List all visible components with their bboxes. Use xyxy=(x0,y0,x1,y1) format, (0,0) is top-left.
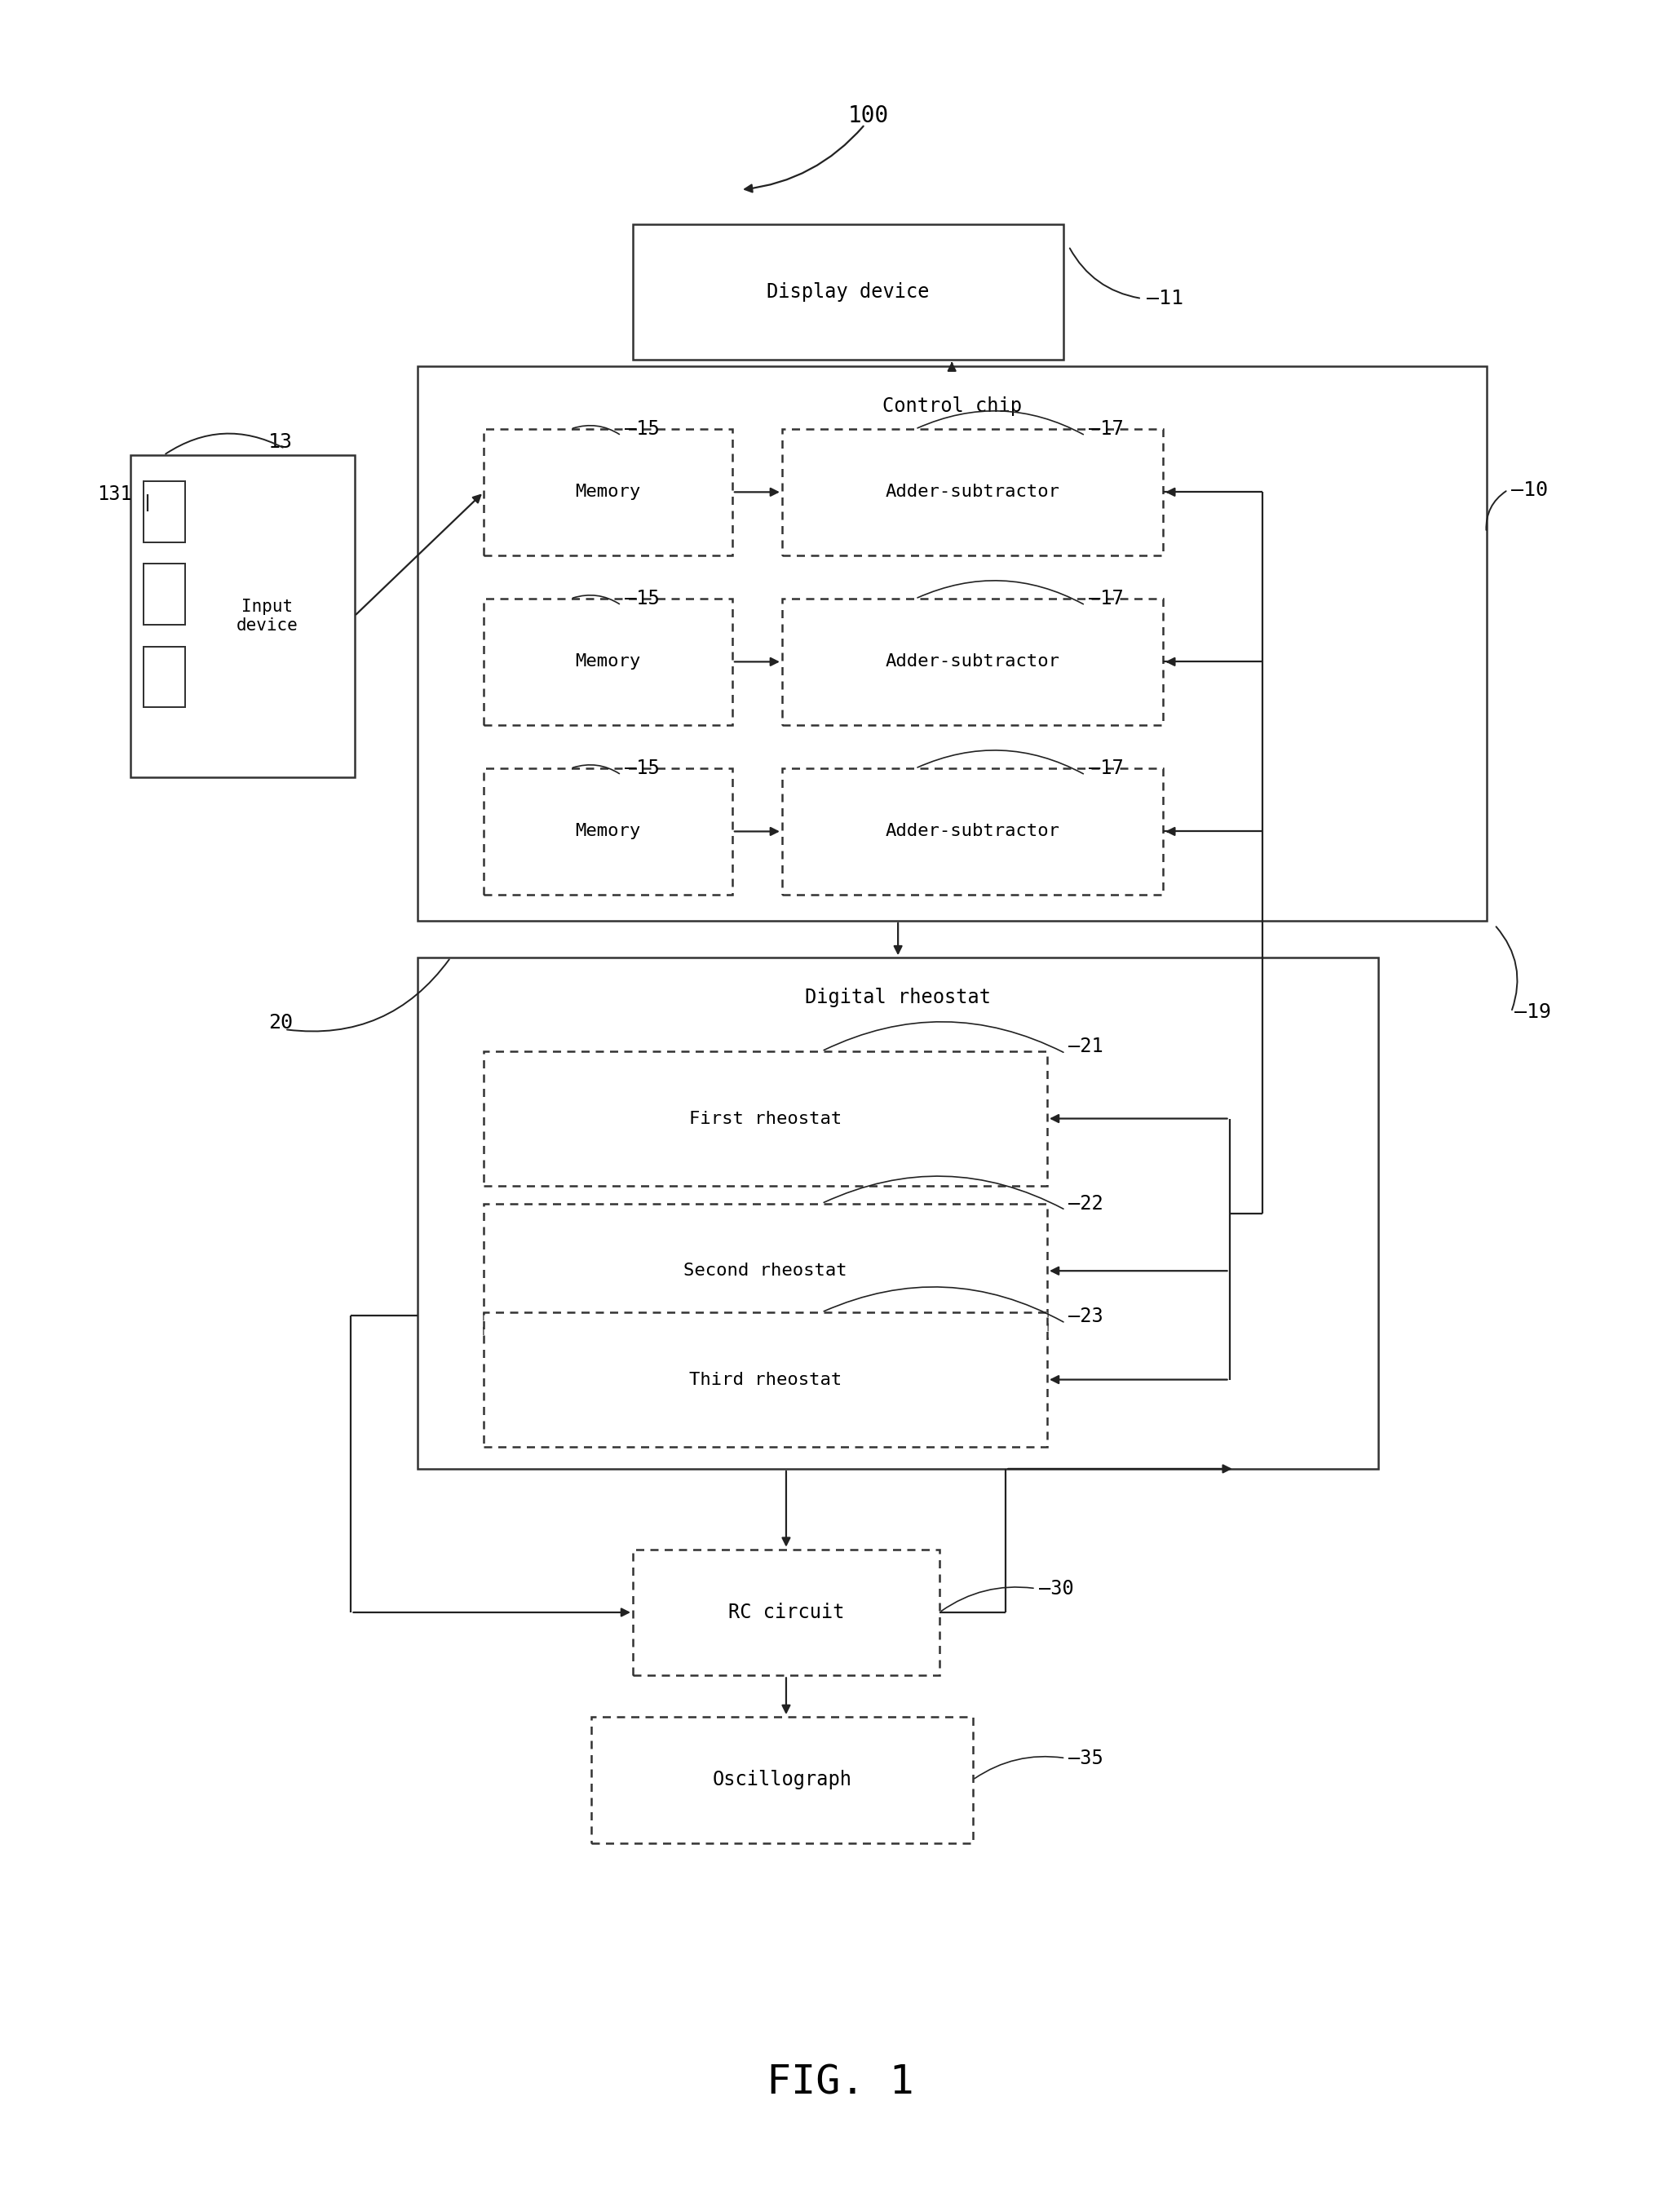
Text: Memory: Memory xyxy=(575,653,640,670)
Text: 131: 131 xyxy=(97,484,133,503)
Text: RC circuit: RC circuit xyxy=(727,1602,845,1622)
Text: —30: —30 xyxy=(1038,1578,1074,1598)
Text: —15: —15 xyxy=(625,589,660,609)
Text: —10: —10 xyxy=(1512,479,1547,499)
Text: —15: —15 xyxy=(625,758,660,778)
FancyBboxPatch shape xyxy=(484,1051,1047,1187)
FancyBboxPatch shape xyxy=(484,1312,1047,1446)
Text: First rheostat: First rheostat xyxy=(689,1110,842,1128)
FancyBboxPatch shape xyxy=(144,646,185,708)
FancyBboxPatch shape xyxy=(484,598,732,725)
Text: 20: 20 xyxy=(269,1013,292,1033)
FancyBboxPatch shape xyxy=(633,1550,939,1675)
Text: —17: —17 xyxy=(1089,758,1124,778)
Text: —35: —35 xyxy=(1068,1747,1104,1767)
Text: —22: —22 xyxy=(1068,1194,1104,1213)
FancyBboxPatch shape xyxy=(591,1717,973,1842)
Text: —23: —23 xyxy=(1068,1308,1104,1325)
Text: —21: —21 xyxy=(1068,1037,1104,1057)
Text: Second rheostat: Second rheostat xyxy=(684,1262,847,1279)
Text: —11: —11 xyxy=(1147,288,1183,308)
FancyBboxPatch shape xyxy=(144,481,185,543)
FancyBboxPatch shape xyxy=(781,769,1163,895)
Text: Input
device: Input device xyxy=(237,598,299,633)
Text: Oscillograph: Oscillograph xyxy=(712,1769,852,1789)
FancyBboxPatch shape xyxy=(131,455,354,778)
Text: Control chip: Control chip xyxy=(882,396,1021,415)
Text: FIG. 1: FIG. 1 xyxy=(766,2062,914,2101)
Text: 100: 100 xyxy=(848,103,889,127)
Text: Adder-subtractor: Adder-subtractor xyxy=(885,484,1060,501)
FancyBboxPatch shape xyxy=(484,429,732,556)
Text: Adder-subtractor: Adder-subtractor xyxy=(885,824,1060,840)
FancyBboxPatch shape xyxy=(484,769,732,895)
FancyBboxPatch shape xyxy=(633,224,1063,360)
Text: —19: —19 xyxy=(1515,1002,1551,1022)
FancyBboxPatch shape xyxy=(144,565,185,624)
Text: Third rheostat: Third rheostat xyxy=(689,1372,842,1387)
Text: —17: —17 xyxy=(1089,589,1124,609)
Text: Adder-subtractor: Adder-subtractor xyxy=(885,653,1060,670)
Text: —17: —17 xyxy=(1089,420,1124,440)
Text: Memory: Memory xyxy=(575,824,640,840)
Text: Digital rheostat: Digital rheostat xyxy=(805,989,991,1007)
Text: Display device: Display device xyxy=(768,281,929,301)
FancyBboxPatch shape xyxy=(781,598,1163,725)
FancyBboxPatch shape xyxy=(781,429,1163,556)
Text: Memory: Memory xyxy=(575,484,640,501)
FancyBboxPatch shape xyxy=(484,1205,1047,1339)
Text: 13: 13 xyxy=(269,433,292,453)
Text: —15: —15 xyxy=(625,420,660,440)
